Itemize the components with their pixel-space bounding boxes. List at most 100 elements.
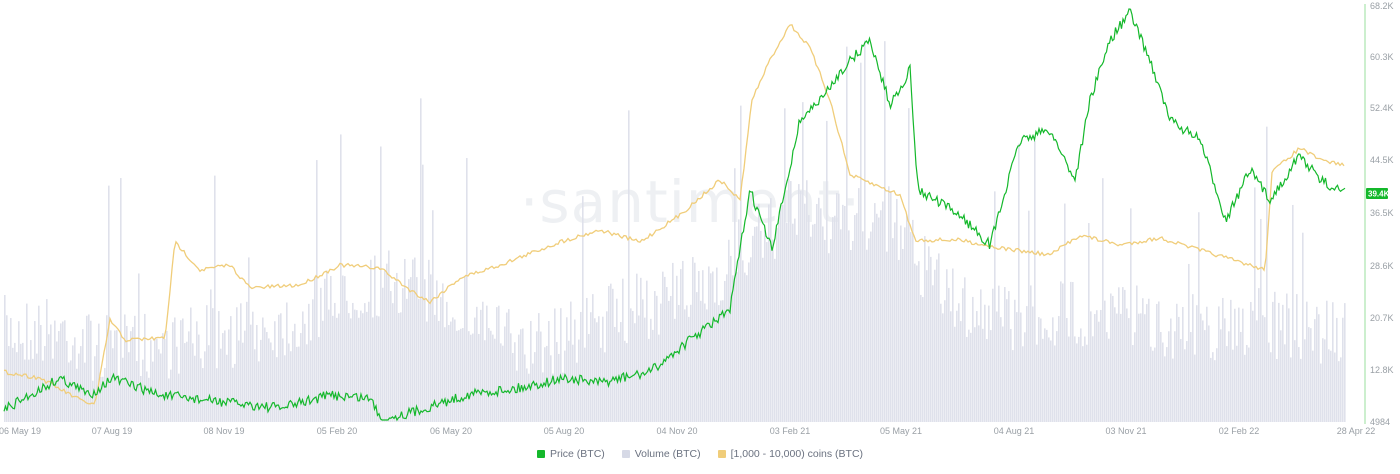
volume-bar: [754, 226, 756, 422]
volume-bar: [506, 312, 508, 422]
volume-bar: [270, 342, 272, 422]
volume-bar: [1014, 299, 1016, 422]
volume-bar: [494, 338, 496, 422]
volume-bar: [1080, 328, 1082, 422]
legend-item-price[interactable]: Price (BTC): [536, 448, 605, 460]
volume-bar: [26, 303, 28, 422]
volume-bar: [318, 337, 320, 422]
volume-bar: [552, 373, 554, 422]
volume-bar: [804, 203, 806, 422]
volume-bar: [788, 179, 790, 422]
volume-bar: [346, 300, 348, 422]
volume-bar: [962, 288, 964, 422]
volume-bar: [832, 217, 834, 422]
volume-bar: [348, 313, 350, 422]
x-tick-label: 08 Nov 19: [203, 426, 244, 436]
volume-bar: [340, 134, 342, 422]
volume-bar: [430, 274, 432, 422]
volume-bar: [18, 321, 20, 422]
volume-bar: [826, 120, 828, 422]
volume-bar: [1056, 331, 1058, 422]
volume-bar: [66, 340, 68, 422]
volume-bar: [1192, 294, 1194, 422]
volume-bar: [464, 275, 466, 422]
volume-bar: [654, 291, 656, 422]
volume-swatch: [621, 450, 630, 458]
volume-bar: [724, 280, 726, 422]
volume-bar: [1296, 294, 1298, 422]
volume-bar: [414, 257, 416, 422]
volume-bar: [1038, 317, 1040, 422]
volume-bar: [980, 289, 982, 422]
volume-bar: [1060, 281, 1062, 422]
volume-bar: [1252, 310, 1254, 422]
volume-bar: [794, 218, 796, 422]
volume-bar: [452, 317, 454, 422]
volume-bar: [292, 331, 294, 422]
volume-bar: [840, 229, 842, 422]
legend-item-whales[interactable]: [1,000 - 10,000) coins (BTC): [717, 448, 863, 460]
volume-bar: [684, 309, 686, 422]
volume-bar: [1164, 356, 1166, 422]
volume-bar: [252, 311, 254, 422]
volume-bar: [1264, 317, 1266, 422]
volume-bar: [178, 373, 180, 422]
volume-bar: [786, 222, 788, 422]
volume-bar: [404, 258, 406, 422]
volume-bar: [410, 277, 412, 422]
volume-bar: [690, 304, 692, 422]
volume-bar: [42, 360, 44, 422]
volume-bar: [1262, 315, 1264, 422]
volume-bar: [732, 275, 734, 422]
y-tick-label: 28.6K: [1370, 261, 1394, 271]
volume-bar: [188, 331, 190, 422]
volume-bar: [670, 295, 672, 422]
x-tick-label: 04 Nov 20: [656, 426, 697, 436]
current-price-label: 39.4K: [1368, 190, 1390, 199]
volume-bar: [714, 302, 716, 422]
volume-bar: [1128, 318, 1130, 422]
volume-bar: [80, 346, 82, 422]
volume-bar: [4, 295, 6, 422]
volume-bar: [516, 370, 518, 422]
volume-bar: [222, 333, 224, 422]
volume-bar: [556, 342, 558, 422]
volume-bar: [782, 204, 784, 422]
volume-bar: [474, 317, 476, 422]
volume-bar: [630, 308, 632, 422]
volume-bar: [848, 230, 850, 422]
volume-bar: [156, 338, 158, 422]
volume-bar: [662, 271, 664, 422]
volume-bar: [284, 355, 286, 422]
volume-bar: [44, 346, 46, 422]
legend-label-volume: Volume (BTC): [634, 448, 701, 460]
volume-bar: [352, 302, 354, 422]
volume-bar: [88, 314, 90, 422]
volume-bar: [1094, 314, 1096, 422]
volume-bar: [622, 278, 624, 422]
y-tick-label: 36.5K: [1370, 208, 1394, 218]
volume-bar: [960, 321, 962, 422]
volume-bar: [362, 313, 364, 422]
volume-bar: [914, 263, 916, 422]
volume-bar: [818, 197, 820, 422]
volume-bar: [1018, 143, 1020, 422]
volume-bar: [108, 185, 110, 422]
legend-item-volume[interactable]: Volume (BTC): [621, 448, 701, 460]
volume-bar: [824, 239, 826, 422]
volume-bar: [106, 315, 108, 422]
volume-bar: [364, 303, 366, 422]
volume-bar: [942, 313, 944, 422]
volume-bar: [510, 333, 512, 422]
volume-bar: [642, 299, 644, 422]
volume-bar: [314, 276, 316, 422]
volume-bar: [722, 300, 724, 422]
volume-bar: [98, 323, 100, 422]
volume-bar: [762, 257, 764, 422]
volume-bar: [1124, 289, 1126, 422]
volume-bar: [1216, 348, 1218, 422]
volume-bar: [588, 334, 590, 422]
volume-bar: [168, 378, 170, 422]
volume-bar: [144, 313, 146, 422]
volume-bar: [1298, 347, 1300, 422]
